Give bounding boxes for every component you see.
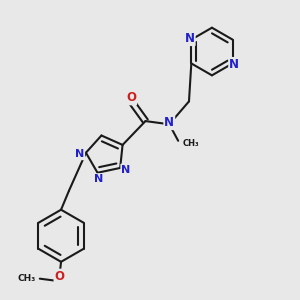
Text: N: N xyxy=(185,32,195,45)
Text: O: O xyxy=(55,270,64,283)
Text: N: N xyxy=(75,149,84,159)
Text: N: N xyxy=(121,164,130,175)
Text: N: N xyxy=(164,116,174,129)
Text: CH₃: CH₃ xyxy=(183,139,200,148)
Text: O: O xyxy=(126,92,136,104)
Text: N: N xyxy=(229,58,239,71)
Text: N: N xyxy=(94,174,104,184)
Text: CH₃: CH₃ xyxy=(18,274,36,283)
